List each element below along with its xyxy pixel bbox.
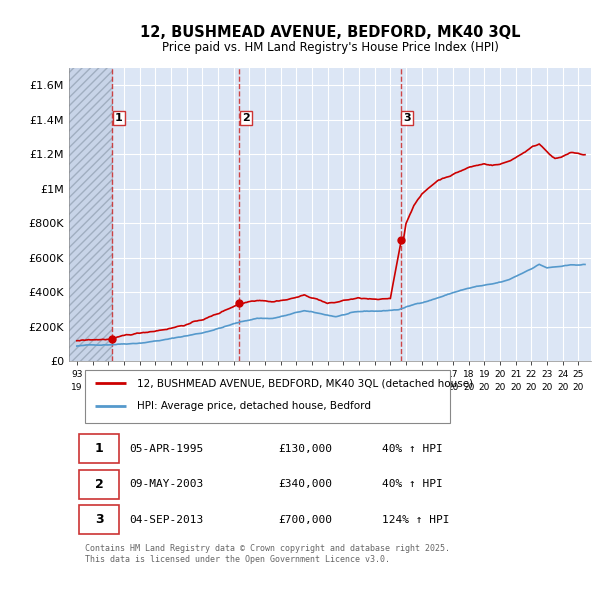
Text: 17: 17	[448, 369, 459, 379]
Text: 14: 14	[400, 369, 412, 379]
Text: 07: 07	[290, 369, 302, 379]
Text: 20: 20	[338, 384, 349, 392]
Text: 16: 16	[431, 369, 443, 379]
Text: 1: 1	[115, 113, 122, 123]
Text: 20: 20	[197, 384, 208, 392]
Text: 22: 22	[526, 369, 537, 379]
Text: 97: 97	[134, 369, 145, 379]
Text: 2: 2	[95, 478, 103, 491]
Text: 01: 01	[196, 369, 208, 379]
Text: 05: 05	[259, 369, 271, 379]
Text: 25: 25	[573, 369, 584, 379]
Text: £700,000: £700,000	[278, 515, 332, 525]
Text: 12: 12	[369, 369, 380, 379]
Text: 20: 20	[385, 384, 396, 392]
Text: 08: 08	[306, 369, 318, 379]
FancyBboxPatch shape	[79, 470, 119, 499]
Text: 02: 02	[212, 369, 224, 379]
FancyBboxPatch shape	[79, 505, 119, 535]
FancyBboxPatch shape	[79, 434, 119, 464]
Text: 98: 98	[149, 369, 161, 379]
Text: 20: 20	[526, 384, 537, 392]
Text: Contains HM Land Registry data © Crown copyright and database right 2025.
This d: Contains HM Land Registry data © Crown c…	[85, 545, 449, 563]
Text: 20: 20	[400, 384, 412, 392]
Text: 20: 20	[479, 384, 490, 392]
Text: £340,000: £340,000	[278, 479, 332, 489]
Text: 09-MAY-2003: 09-MAY-2003	[129, 479, 203, 489]
Text: 19: 19	[149, 384, 161, 392]
Text: 03: 03	[228, 369, 239, 379]
Text: 18: 18	[463, 369, 475, 379]
Text: 12, BUSHMEAD AVENUE, BEDFORD, MK40 3QL: 12, BUSHMEAD AVENUE, BEDFORD, MK40 3QL	[140, 25, 520, 40]
Text: 09: 09	[322, 369, 334, 379]
Text: 2: 2	[242, 113, 250, 123]
Text: 20: 20	[557, 384, 568, 392]
Text: 11: 11	[353, 369, 365, 379]
Text: 19: 19	[103, 384, 114, 392]
Text: 40% ↑ HPI: 40% ↑ HPI	[382, 444, 443, 454]
Text: 20: 20	[448, 384, 459, 392]
Text: 20: 20	[353, 384, 365, 392]
Text: 20: 20	[275, 384, 286, 392]
Text: 20: 20	[212, 384, 224, 392]
Text: 1: 1	[95, 442, 103, 455]
Text: 19: 19	[134, 384, 145, 392]
Text: 10: 10	[338, 369, 349, 379]
Text: 3: 3	[95, 513, 103, 526]
Text: HPI: Average price, detached house, Bedford: HPI: Average price, detached house, Bedf…	[137, 401, 371, 411]
Text: 20: 20	[181, 384, 192, 392]
Text: 3: 3	[403, 113, 411, 123]
Text: 20: 20	[494, 369, 506, 379]
Text: 95: 95	[103, 369, 114, 379]
Text: 19: 19	[165, 384, 176, 392]
Text: 20: 20	[510, 384, 521, 392]
Text: Price paid vs. HM Land Registry's House Price Index (HPI): Price paid vs. HM Land Registry's House …	[161, 41, 499, 54]
Text: 96: 96	[118, 369, 130, 379]
Text: 99: 99	[165, 369, 176, 379]
Text: 19: 19	[87, 384, 98, 392]
Text: 19: 19	[479, 369, 490, 379]
Text: 20: 20	[322, 384, 334, 392]
Text: 12, BUSHMEAD AVENUE, BEDFORD, MK40 3QL (detached house): 12, BUSHMEAD AVENUE, BEDFORD, MK40 3QL (…	[137, 378, 473, 388]
Text: 21: 21	[510, 369, 521, 379]
Text: 19: 19	[71, 384, 83, 392]
Text: 06: 06	[275, 369, 286, 379]
Text: 124% ↑ HPI: 124% ↑ HPI	[382, 515, 450, 525]
Text: 20: 20	[573, 384, 584, 392]
Text: 20: 20	[290, 384, 302, 392]
Text: 04-SEP-2013: 04-SEP-2013	[129, 515, 203, 525]
Text: 20: 20	[369, 384, 380, 392]
Text: 20: 20	[416, 384, 427, 392]
Text: 20: 20	[463, 384, 475, 392]
Text: £130,000: £130,000	[278, 444, 332, 454]
Text: 15: 15	[416, 369, 427, 379]
Text: 19: 19	[118, 384, 130, 392]
Text: 13: 13	[385, 369, 396, 379]
Text: 00: 00	[181, 369, 193, 379]
Text: 05-APR-1995: 05-APR-1995	[129, 444, 203, 454]
Text: 20: 20	[244, 384, 255, 392]
Text: 20: 20	[259, 384, 271, 392]
Text: 20: 20	[431, 384, 443, 392]
Text: 04: 04	[244, 369, 255, 379]
Text: 20: 20	[494, 384, 506, 392]
Text: 20: 20	[541, 384, 553, 392]
Text: 24: 24	[557, 369, 568, 379]
Text: 40% ↑ HPI: 40% ↑ HPI	[382, 479, 443, 489]
Text: 20: 20	[306, 384, 317, 392]
Text: 20: 20	[228, 384, 239, 392]
Text: 93: 93	[71, 369, 83, 379]
Text: 23: 23	[541, 369, 553, 379]
FancyBboxPatch shape	[85, 371, 450, 423]
Text: 94: 94	[87, 369, 98, 379]
